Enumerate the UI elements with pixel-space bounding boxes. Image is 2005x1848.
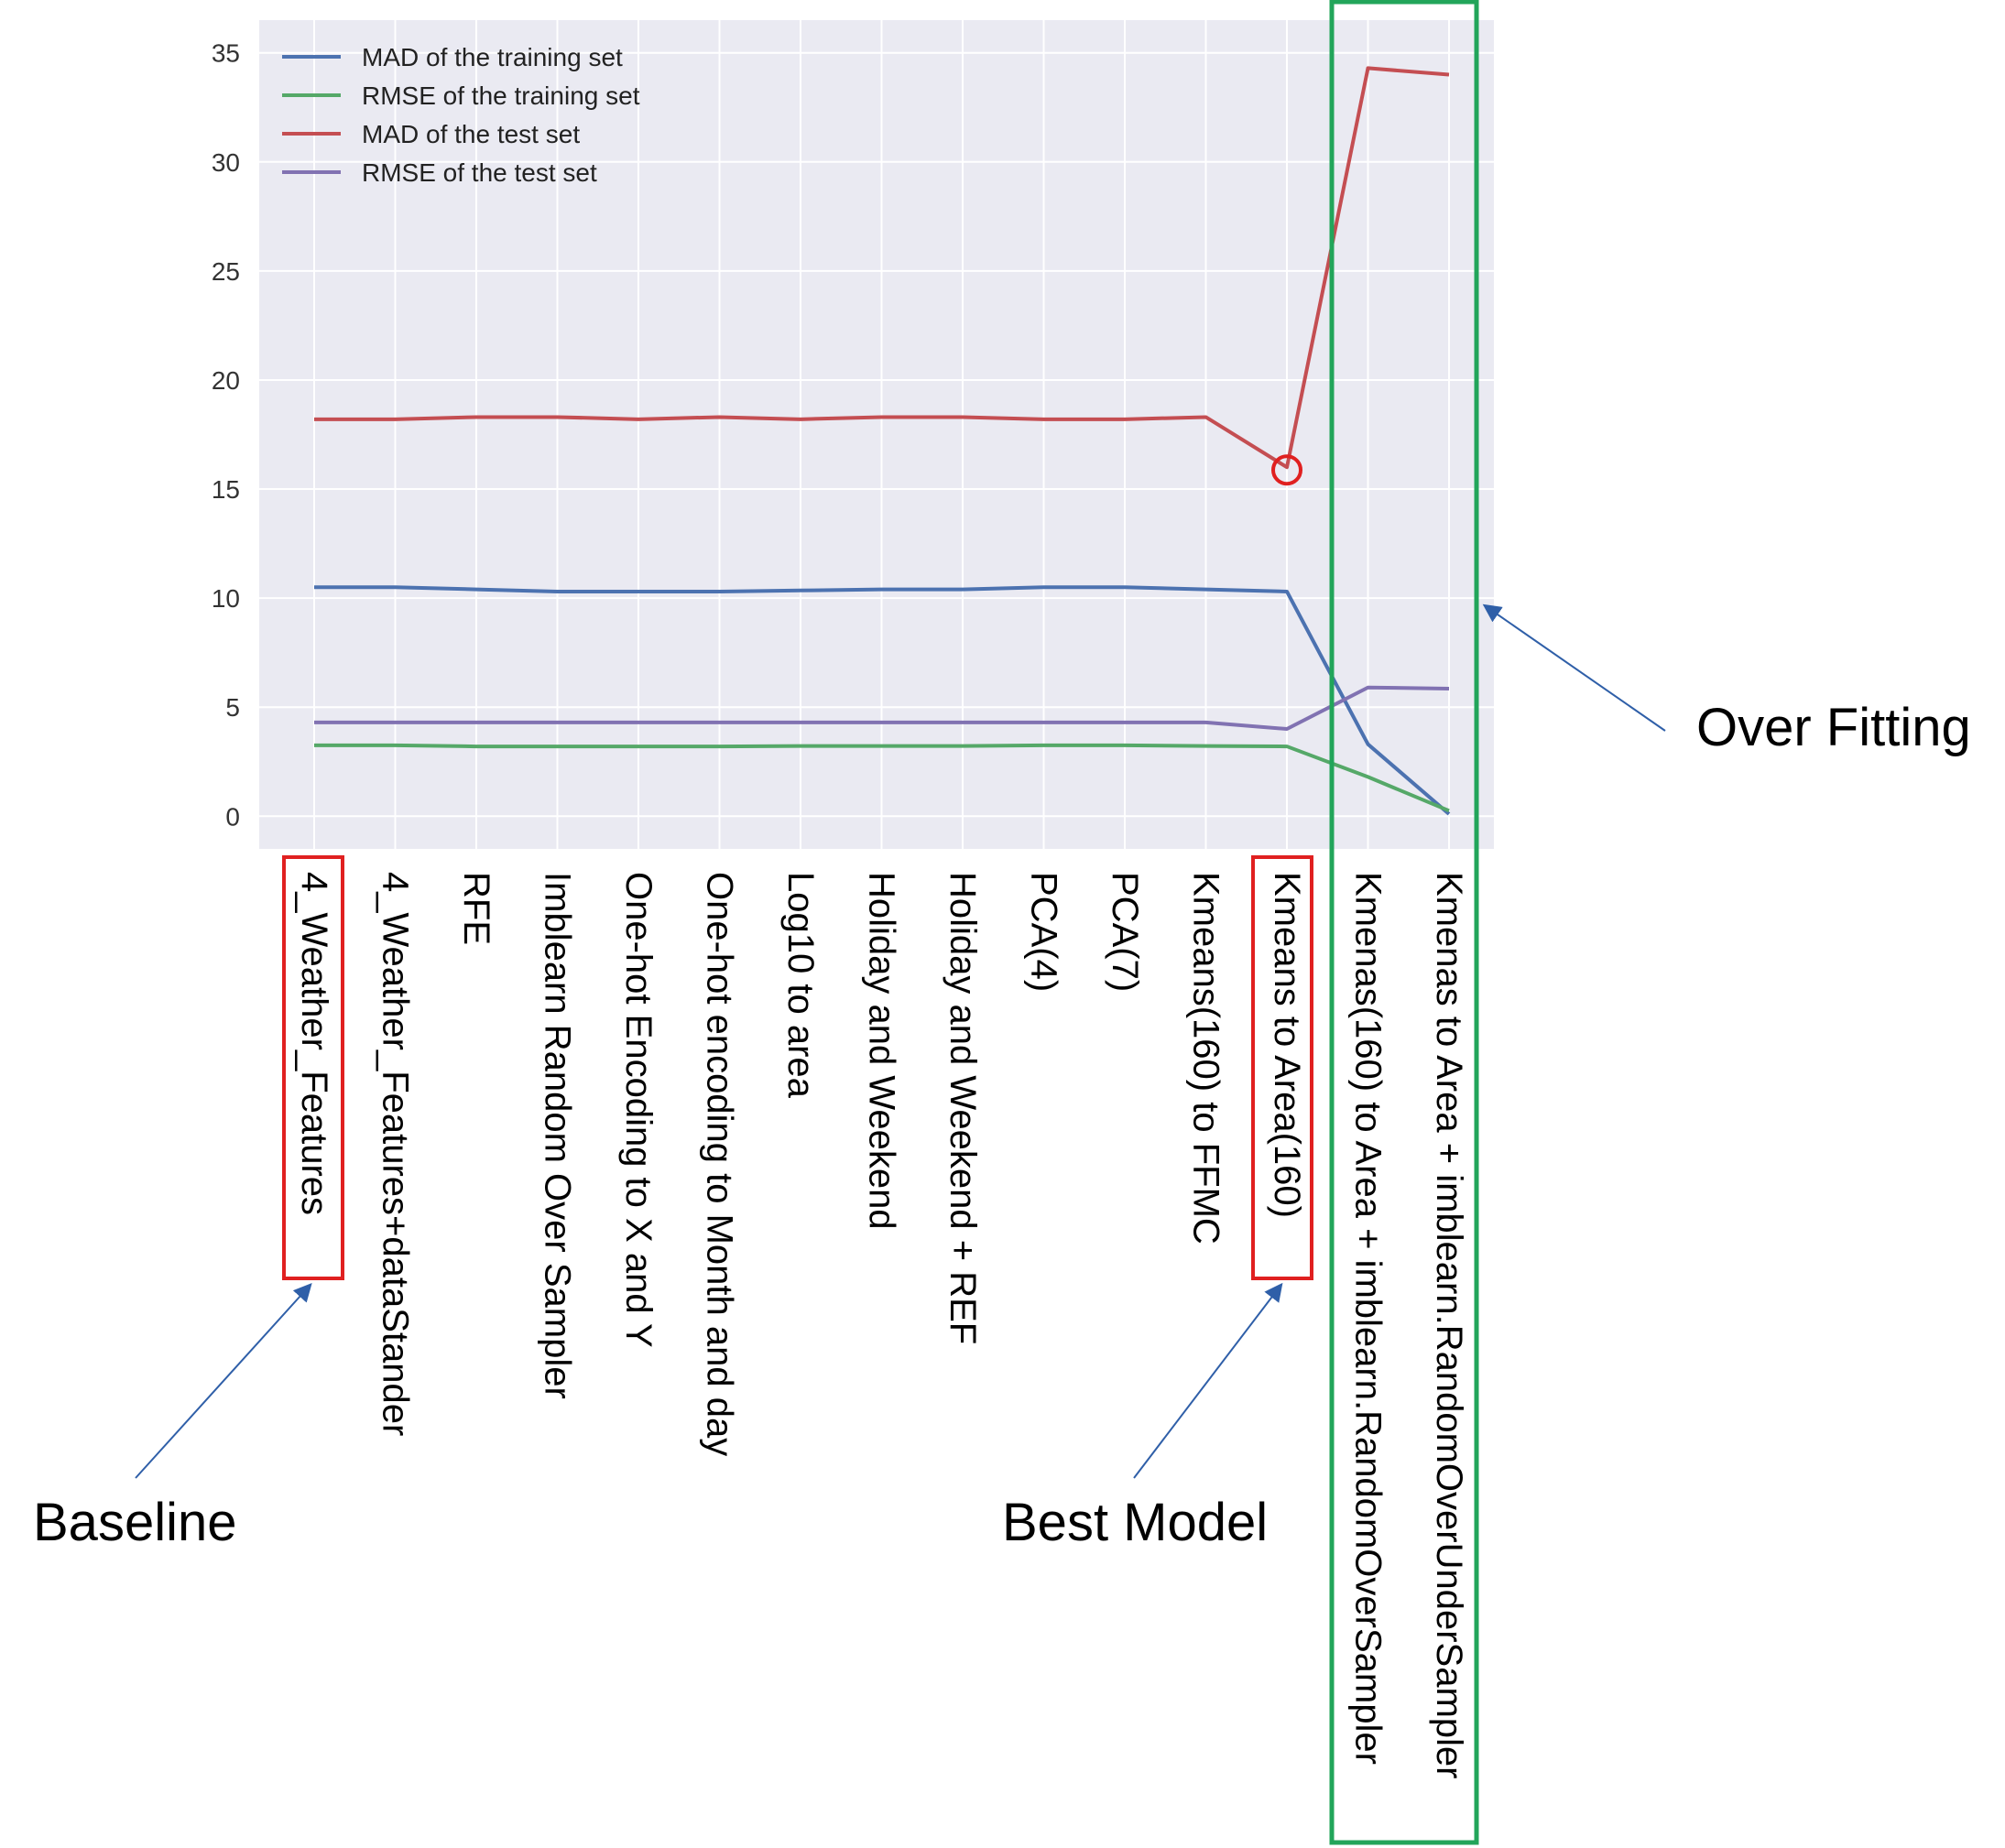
series-lines <box>314 66 1451 816</box>
baseline-annotation: Baseline <box>33 1493 236 1552</box>
series-line-3 <box>314 685 1450 732</box>
y-tick-label: 0 <box>225 802 240 831</box>
legend-label-mad-train: MAD of the training set <box>362 43 623 71</box>
legend-label-rmse-test: RMSE of the test set <box>362 158 597 187</box>
x-tick-label: Holiday and Weekend <box>862 872 902 1230</box>
best-point-circle <box>1271 454 1302 486</box>
y-tick-label: 25 <box>212 257 240 286</box>
y-tick-label: 35 <box>212 39 240 68</box>
best-model-arrow <box>1133 1282 1283 1479</box>
x-tick-label: Kmenas to Area + imblearn.RandomOverUnde… <box>1429 872 1469 1778</box>
grid-lines <box>259 20 1494 849</box>
y-tick-label: 15 <box>212 475 240 504</box>
x-tick-label: PCA(4) <box>1024 872 1064 992</box>
x-tick-label: Kmeans(160) to FFMC <box>1186 872 1226 1245</box>
y-tick-label: 5 <box>225 693 240 722</box>
y-tick-label: 30 <box>212 148 240 177</box>
y-tick-label: 10 <box>212 584 240 613</box>
series-line-2 <box>314 66 1450 470</box>
overfitting-highlight-box <box>1329 0 1479 1845</box>
x-tick-label: RFE <box>456 872 496 945</box>
x-tick-label: Kmenas(160) to Area + imblearn.RandomOve… <box>1348 872 1389 1765</box>
x-tick-label: 4_Weather_Features <box>294 872 334 1215</box>
x-tick-label: Holiday and Weekend + REF <box>943 872 983 1344</box>
overfitting-arrow <box>1482 603 1666 732</box>
best-model-highlight-box <box>1251 855 1313 1280</box>
y-axis-ticks: 0 5 10 15 20 25 30 35 <box>212 39 240 832</box>
legend-label-mad-test: MAD of the test set <box>362 120 580 148</box>
x-axis-tick-labels: 4_Weather_Features 4_Weather_Features+dat… <box>294 872 1469 1778</box>
series-line-0 <box>314 585 1451 816</box>
series-line-1 <box>314 743 1450 813</box>
baseline-arrow <box>135 1283 312 1479</box>
x-tick-label: Imblearn Random Over Sampler <box>538 872 578 1399</box>
x-tick-label: Log10 to area <box>780 872 821 1099</box>
overfitting-annotation: Over Fitting <box>1696 698 1971 757</box>
legend: MAD of the training set RMSE of the trai… <box>282 43 640 187</box>
y-tick-label: 20 <box>212 366 240 395</box>
legend-label-rmse-train: RMSE of the training set <box>362 82 640 110</box>
x-tick-label: One-hot Encoding to X and Y <box>618 872 659 1348</box>
baseline-highlight-box <box>282 855 344 1280</box>
plot-area <box>259 20 1494 849</box>
x-tick-label: Kmeans to Area(160) <box>1267 872 1307 1218</box>
x-tick-label: PCA(7) <box>1105 872 1145 992</box>
best-model-annotation: Best Model <box>1002 1493 1268 1552</box>
x-tick-label: 4_Weather_Features+dataStander <box>376 872 416 1436</box>
x-tick-label: One-hot encoding to Month and day <box>700 872 740 1456</box>
